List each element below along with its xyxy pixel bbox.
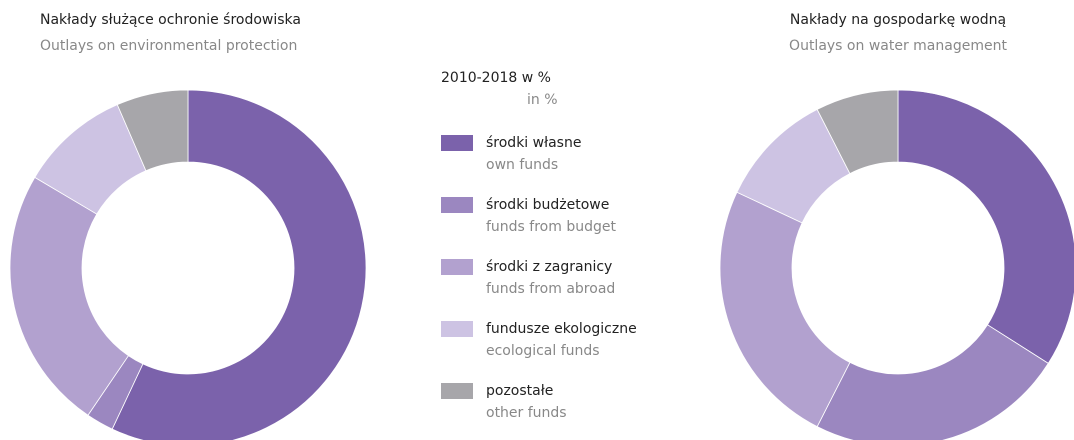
chart-title: Nakłady służące ochronie środowiska bbox=[40, 12, 301, 28]
legend-swatch bbox=[441, 259, 473, 275]
legend-label: środki z zagranicy bbox=[486, 259, 612, 275]
legend-sublabel: ecological funds bbox=[486, 343, 600, 359]
legend-sublabel: own funds bbox=[486, 157, 558, 173]
legend-label: fundusze ekologiczne bbox=[486, 321, 637, 337]
chart-title: Nakłady na gospodarkę wodną bbox=[790, 12, 1006, 28]
legend-label: środki własne bbox=[486, 135, 581, 151]
donut-slice bbox=[816, 89, 899, 175]
legend-swatch bbox=[441, 197, 473, 213]
chart-subtitle: Outlays on water management bbox=[789, 38, 1007, 54]
legend-sublabel: funds from budget bbox=[486, 219, 616, 235]
legend-title: 2010-2018 w % bbox=[441, 70, 551, 86]
donut-slice bbox=[719, 191, 851, 428]
legend-swatch bbox=[441, 135, 473, 151]
chart-subtitle: Outlays on environmental protection bbox=[40, 38, 297, 54]
donut-slice bbox=[816, 324, 1049, 440]
legend-label: pozostałe bbox=[486, 383, 553, 399]
legend-label: środki budżetowe bbox=[486, 197, 609, 213]
legend-swatch bbox=[441, 383, 473, 399]
legend-sublabel: funds from abroad bbox=[486, 281, 615, 297]
donut-slice bbox=[897, 89, 1074, 364]
legend-subtitle: in % bbox=[527, 92, 558, 108]
legend-sublabel: other funds bbox=[486, 405, 567, 421]
donut-slice bbox=[9, 176, 129, 416]
legend-swatch bbox=[441, 321, 473, 337]
donut-slice bbox=[116, 89, 189, 172]
donut-slice bbox=[111, 89, 367, 440]
